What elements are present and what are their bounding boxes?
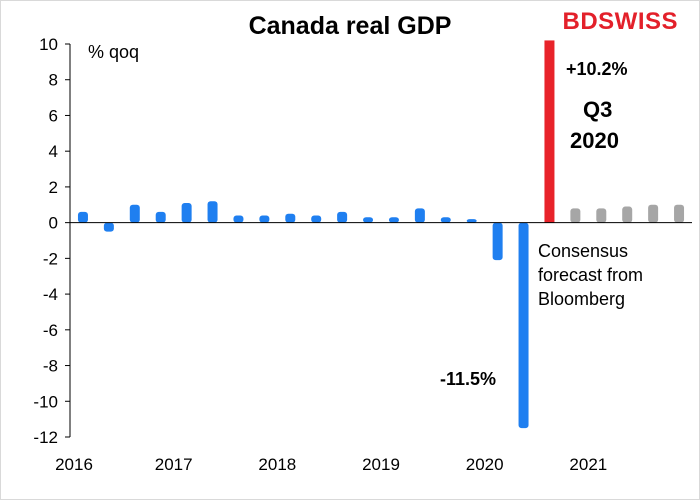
bar-2019-q3 — [440, 217, 451, 223]
y-axis-unit-label: % qoq — [88, 42, 139, 62]
bar-2019-q2 — [414, 208, 425, 223]
bar-2018-q2 — [311, 215, 322, 223]
bar-2017-q4 — [259, 215, 270, 223]
forecast-label-line2: forecast from — [538, 265, 643, 285]
bar-2017-q2 — [207, 201, 218, 223]
bar-2018-q1 — [285, 213, 296, 223]
chart-title: Canada real GDP — [248, 12, 452, 40]
y-tick-label: 8 — [49, 71, 58, 90]
y-tick-label: -2 — [43, 249, 58, 268]
x-tick-label: 2021 — [569, 455, 607, 474]
q3-value-label: +10.2% — [566, 59, 628, 79]
bar-2016-q3 — [129, 204, 140, 223]
bar-2016-q2 — [103, 222, 114, 232]
bar-2020-q1 — [492, 222, 503, 261]
x-tick-label: 2019 — [362, 455, 400, 474]
q3-label-line2: 2020 — [570, 128, 619, 153]
bar-2021-q1 — [596, 208, 607, 223]
y-tick-label: 0 — [49, 214, 58, 233]
y-axis-ticks: 10 8 6 4 2 0 -2 -4 -6 -8 -10 -12 — [33, 35, 70, 447]
y-tick-label: 2 — [49, 178, 58, 197]
bar-2019-q4 — [466, 219, 477, 223]
x-tick-label: 2016 — [55, 455, 93, 474]
x-axis-ticks: 2016 2017 2018 2019 2020 2021 — [55, 455, 607, 474]
y-tick-label: 6 — [49, 106, 58, 125]
bar-2017-q1 — [181, 202, 192, 223]
logo-text-swiss: SWISS — [598, 8, 678, 35]
bar-2020-q2 — [518, 222, 529, 429]
x-tick-label: 2017 — [155, 455, 193, 474]
q2-value-label: -11.5% — [440, 369, 496, 389]
y-tick-label: -8 — [43, 357, 58, 376]
bar-2019-q1 — [388, 217, 399, 223]
bar-2020-q3 — [544, 40, 555, 223]
y-tick-label: -6 — [43, 321, 58, 340]
bar-2021-q2 — [622, 206, 633, 223]
bar-2018-q3 — [337, 211, 348, 223]
bar-2021-q4 — [674, 204, 685, 223]
logo-text-bd: BD — [562, 8, 599, 35]
y-tick-label: -12 — [33, 428, 58, 447]
y-tick-label: -4 — [43, 285, 58, 304]
bar-2021-q3 — [648, 204, 659, 223]
q3-label-line1: Q3 — [583, 97, 612, 122]
bar-2020-q4 — [570, 208, 581, 223]
bar-2016-q4 — [155, 211, 166, 223]
bar-2018-q4 — [363, 217, 374, 223]
y-tick-label: 4 — [49, 142, 58, 161]
forecast-label-line3: Bloomberg — [538, 289, 625, 309]
x-tick-label: 2018 — [258, 455, 296, 474]
bar-2017-q3 — [233, 215, 244, 223]
bars — [77, 40, 685, 429]
bar-2016-q1 — [77, 211, 88, 223]
forecast-label-line1: Consensus — [538, 241, 628, 261]
bdswiss-logo: BDSWISS — [562, 8, 678, 36]
y-tick-label: -10 — [33, 392, 58, 411]
y-tick-label: 10 — [39, 35, 58, 54]
x-tick-label: 2020 — [466, 455, 504, 474]
